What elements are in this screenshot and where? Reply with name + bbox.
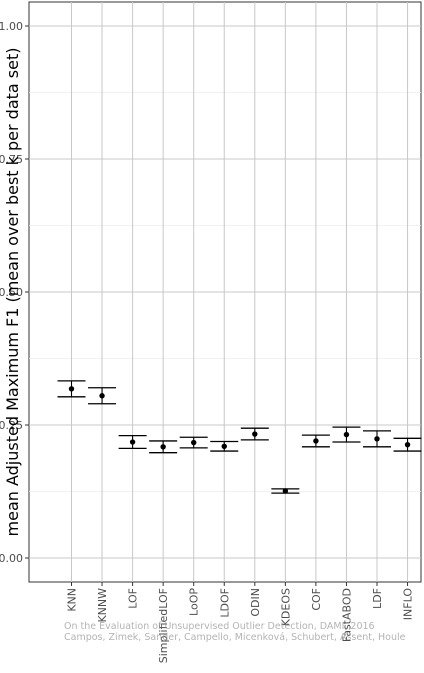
y-axis-ticks: 0.00 0.25 0.50 0.75 1.00 bbox=[0, 20, 29, 565]
grid-lines bbox=[29, 2, 421, 582]
x-tick-label: ODIN bbox=[249, 588, 262, 617]
y-tick-label: 0.75 bbox=[0, 153, 23, 166]
mean-point bbox=[404, 441, 411, 448]
y-tick-label: 1.00 bbox=[0, 20, 23, 33]
y-axis-title: mean Adjusted Maximum F1 (mean over best… bbox=[3, 48, 22, 537]
y-tick-label: 0.00 bbox=[0, 552, 23, 565]
x-tick-label: LDF bbox=[371, 588, 384, 609]
mean-point bbox=[221, 443, 227, 449]
x-tick-label: COF bbox=[310, 588, 323, 611]
mean-point bbox=[374, 436, 380, 442]
x-axis-ticks: KNN KNNW LOF SimplifiedLOF LoOP LDOF ODIN KDEOS… bbox=[66, 582, 415, 663]
mean-points bbox=[68, 386, 411, 494]
x-tick-label: LoOP bbox=[188, 588, 201, 616]
x-tick-label: LDOF bbox=[218, 588, 231, 618]
mean-point bbox=[343, 431, 350, 438]
mean-point bbox=[129, 439, 136, 445]
mean-point bbox=[68, 386, 75, 392]
y-tick-label: 0.25 bbox=[0, 419, 23, 432]
x-tick-label: INFLO bbox=[402, 588, 415, 621]
x-tick-label: SimplifiedLOF bbox=[157, 588, 170, 663]
x-tick-label: KNNW bbox=[96, 588, 109, 623]
footer-line-2: Campos, Zimek, Sander, Campello, Micenko… bbox=[64, 632, 406, 643]
mean-point bbox=[160, 444, 166, 450]
x-tick-label: FastABOD bbox=[340, 588, 353, 642]
mean-point bbox=[313, 438, 319, 444]
mean-point bbox=[252, 431, 258, 437]
x-tick-label: KDEOS bbox=[279, 588, 292, 626]
x-tick-label: KNN bbox=[66, 588, 79, 612]
y-tick-label: 0.50 bbox=[0, 286, 23, 299]
mean-point bbox=[191, 439, 197, 446]
mean-point bbox=[99, 393, 105, 399]
footer-line-1: On the Evaluation of Unsupervised Outlie… bbox=[64, 621, 375, 632]
mean-point bbox=[282, 488, 289, 494]
x-tick-label: LOF bbox=[127, 588, 140, 609]
